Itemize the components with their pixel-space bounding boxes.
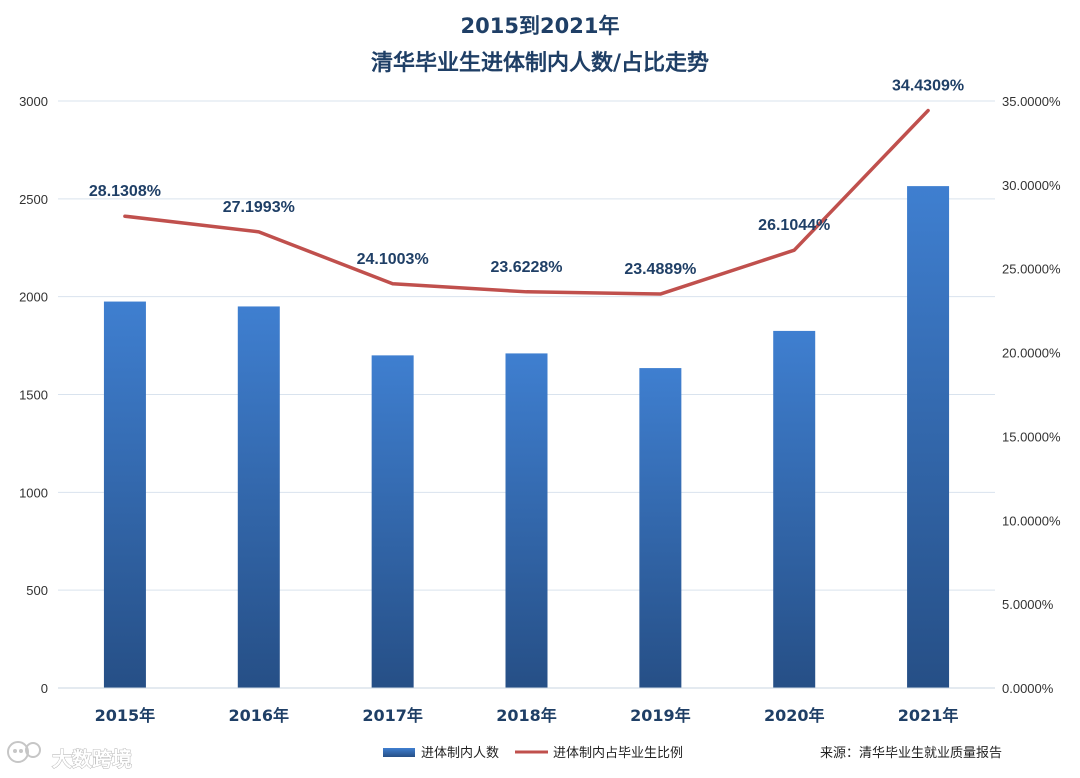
legend-line-label: 进体制内占毕业生比例 [553,745,683,761]
bar [639,368,682,688]
x-tick-label: 2015年 [95,706,156,725]
source-note: 来源：清华毕业生就业质量报告 [820,746,1002,761]
bar [103,301,146,688]
watermark-text: 大数跨境 [52,747,132,771]
legend: 进体制内人数 进体制内占毕业生比例 [383,745,683,761]
x-tick-label: 2018年 [496,706,557,725]
left-tick-label: 500 [26,583,48,598]
right-tick-label: 30.0000% [1002,178,1061,193]
bar [371,355,414,688]
left-tick-label: 2000 [19,290,48,305]
left-tick-label: 3000 [19,94,48,109]
data-label: 34.4309% [892,78,964,95]
right-tick-label: 35.0000% [1002,94,1061,109]
left-tick-label: 1000 [19,485,48,500]
right-tick-label: 10.0000% [1002,513,1061,528]
bar [907,186,950,689]
x-tick-label: 2016年 [229,706,290,725]
right-tick-label: 25.0000% [1002,262,1061,277]
right-tick-label: 0.0000% [1002,681,1054,696]
legend-bar-label: 进体制内人数 [421,745,499,761]
percentage-line [123,108,930,296]
watermark-logo-icon [7,741,41,763]
bar [773,330,816,688]
left-tick-label: 0 [41,681,48,696]
x-tick-label: 2020年 [764,706,825,725]
data-labels: 28.1308% 27.1993% 24.1003% 23.6228% 23.4889%… [89,78,964,279]
x-tick-label: 2019年 [630,706,691,725]
x-tick-label: 2021年 [898,706,959,725]
right-axis: 0.0000% 5.0000% 10.0000% 15.0000% 20.0000% 25… [1002,94,1061,696]
watermark: 大数跨境 [7,741,132,771]
left-axis: 0 500 1000 1500 2000 2500 3000 [19,94,48,696]
right-tick-label: 5.0000% [1002,597,1054,612]
data-label: 27.1993% [223,199,295,216]
x-tick-label: 2017年 [362,706,423,725]
data-label: 23.6228% [490,259,562,276]
chart-title-line-2: 清华毕业生进体制内人数/占比走势 [371,50,709,76]
chart-title-line-1: 2015到2021年 [461,14,620,38]
data-label: 23.4889% [624,261,696,278]
left-tick-label: 1500 [19,388,48,403]
bar-series [103,186,950,689]
right-tick-label: 15.0000% [1002,429,1061,444]
right-tick-label: 20.0000% [1002,346,1061,361]
data-label: 28.1308% [89,183,161,200]
left-tick-label: 2500 [19,192,48,207]
data-label: 24.1003% [357,251,429,268]
bar [237,306,280,688]
bar [505,353,548,688]
data-label: 26.1044% [758,217,830,234]
x-axis: 2015年 2016年 2017年 2018年 2019年 2020年 2021年 [95,706,959,725]
legend-bar-swatch [383,748,415,757]
